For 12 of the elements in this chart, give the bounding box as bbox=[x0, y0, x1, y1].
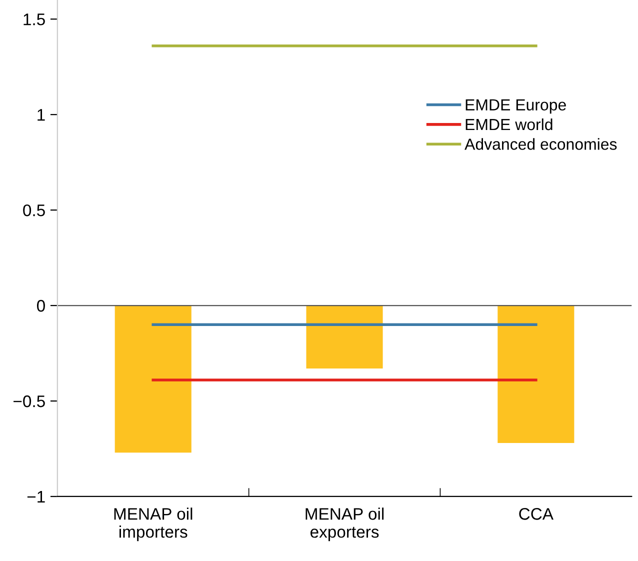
y-tick-label: −0.5 bbox=[14, 395, 45, 408]
y-tick-label: 0.5 bbox=[23, 204, 45, 216]
x-tick-label: CCA bbox=[519, 508, 554, 520]
y-tick-label: 0 bbox=[36, 300, 45, 312]
legend-label: Advanced economies bbox=[464, 138, 617, 150]
y-tick-label: 1.5 bbox=[24, 14, 45, 26]
y-tick-label: −1 bbox=[27, 491, 45, 503]
y-tick-label: 1 bbox=[38, 109, 45, 121]
x-tick-label: MENAP oil importers bbox=[114, 508, 192, 542]
legend-label: EMDE world bbox=[466, 118, 552, 130]
legend-label: EMDE Europe bbox=[466, 99, 566, 114]
x-tick-label: MENAP oil exporters bbox=[306, 508, 384, 542]
